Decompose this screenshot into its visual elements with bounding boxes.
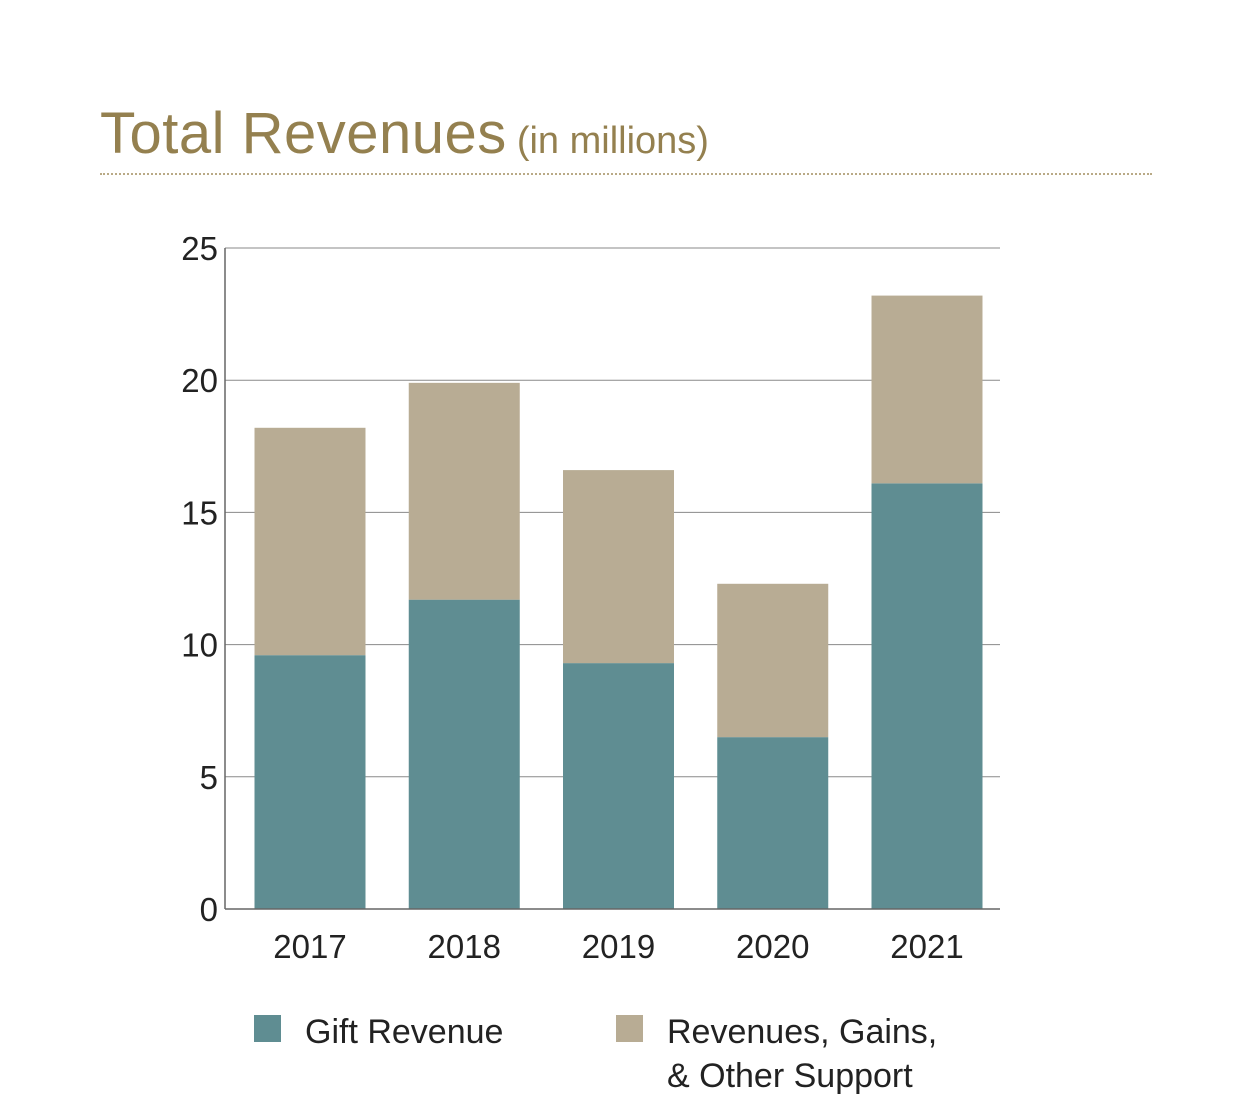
chart-subtitle: (in millions) [516, 120, 709, 162]
x-tick-label-2017: 2017 [273, 928, 346, 965]
legend-swatch-other-support [616, 1015, 643, 1042]
bars [254, 295, 983, 909]
bar-2019-other-support [563, 470, 674, 664]
y-tick-label-20: 20 [181, 362, 218, 399]
bar-2019-gift-revenue [563, 663, 674, 909]
stacked-bar-chart: 0 5 10 15 20 25 2017 2018 2019 2020 2021 [181, 230, 1000, 965]
legend-item-other-support: Revenues, Gains, & Other Support [616, 1010, 937, 1098]
chart-title: Total Revenues [100, 101, 507, 166]
y-tick-label-25: 25 [181, 230, 218, 267]
legend-label-other-support: Revenues, Gains, & Other Support [667, 1013, 938, 1095]
y-tick-label-15: 15 [181, 494, 218, 531]
bar-2021-other-support [871, 295, 983, 484]
x-tick-label-2018: 2018 [428, 928, 501, 965]
bar-2017-other-support [254, 427, 366, 656]
x-tick-label-2019: 2019 [582, 928, 655, 965]
legend-swatch-gift-revenue [254, 1015, 281, 1042]
x-tick-label-2021: 2021 [890, 928, 963, 965]
legend-item-gift-revenue: Gift Revenue [254, 1010, 503, 1054]
x-tick-label-2020: 2020 [736, 928, 809, 965]
bar-2021-gift-revenue [871, 483, 983, 909]
bar-2017-gift-revenue [254, 655, 366, 909]
bar-2018-other-support [408, 382, 520, 600]
y-tick-label-0: 0 [200, 891, 218, 928]
y-axis-ticks: 0 5 10 15 20 25 [181, 230, 218, 928]
chart-title-block: Total Revenues (in millions) [100, 100, 1152, 167]
bar-2020-other-support [717, 583, 829, 738]
bar-2020-gift-revenue [717, 737, 829, 909]
bar-2018-gift-revenue [408, 599, 520, 909]
y-tick-label-5: 5 [200, 759, 218, 796]
x-axis-ticks: 2017 2018 2019 2020 2021 [273, 928, 963, 965]
legend-label-gift-revenue: Gift Revenue [305, 1013, 504, 1051]
y-tick-label-10: 10 [181, 627, 218, 664]
title-divider [100, 173, 1152, 175]
